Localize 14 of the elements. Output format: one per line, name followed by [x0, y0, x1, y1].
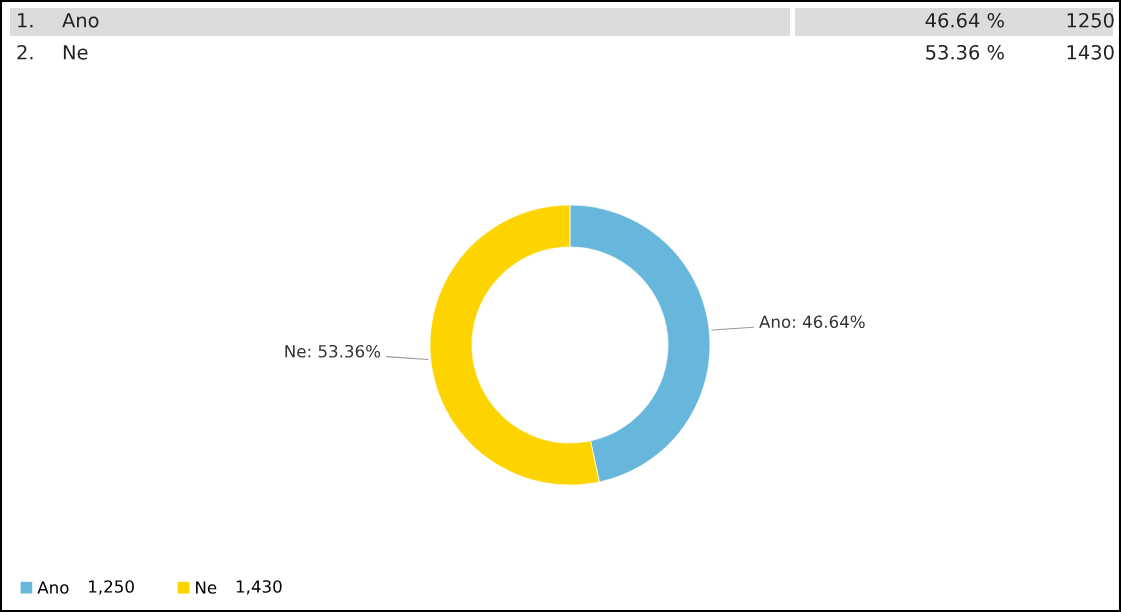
text: 53.36 %	[926, 44, 1004, 60]
text: 2.	[17, 44, 33, 60]
text: Ano	[62, 13, 99, 28]
text: 1,250	[89, 580, 134, 595]
text: 1430	[1067, 44, 1114, 60]
text: 1.	[18, 13, 33, 28]
legend-label: Ne	[196, 581, 217, 594]
legend-label: Ano	[37, 581, 69, 594]
data-label: Ne: 53.36%	[285, 344, 381, 358]
data-label: Ano: 46.64%	[759, 315, 865, 329]
text: 1,430	[236, 580, 282, 595]
text: 1250	[1067, 12, 1114, 28]
text: 46.64 %	[925, 12, 1004, 28]
text: Ne	[63, 45, 88, 60]
